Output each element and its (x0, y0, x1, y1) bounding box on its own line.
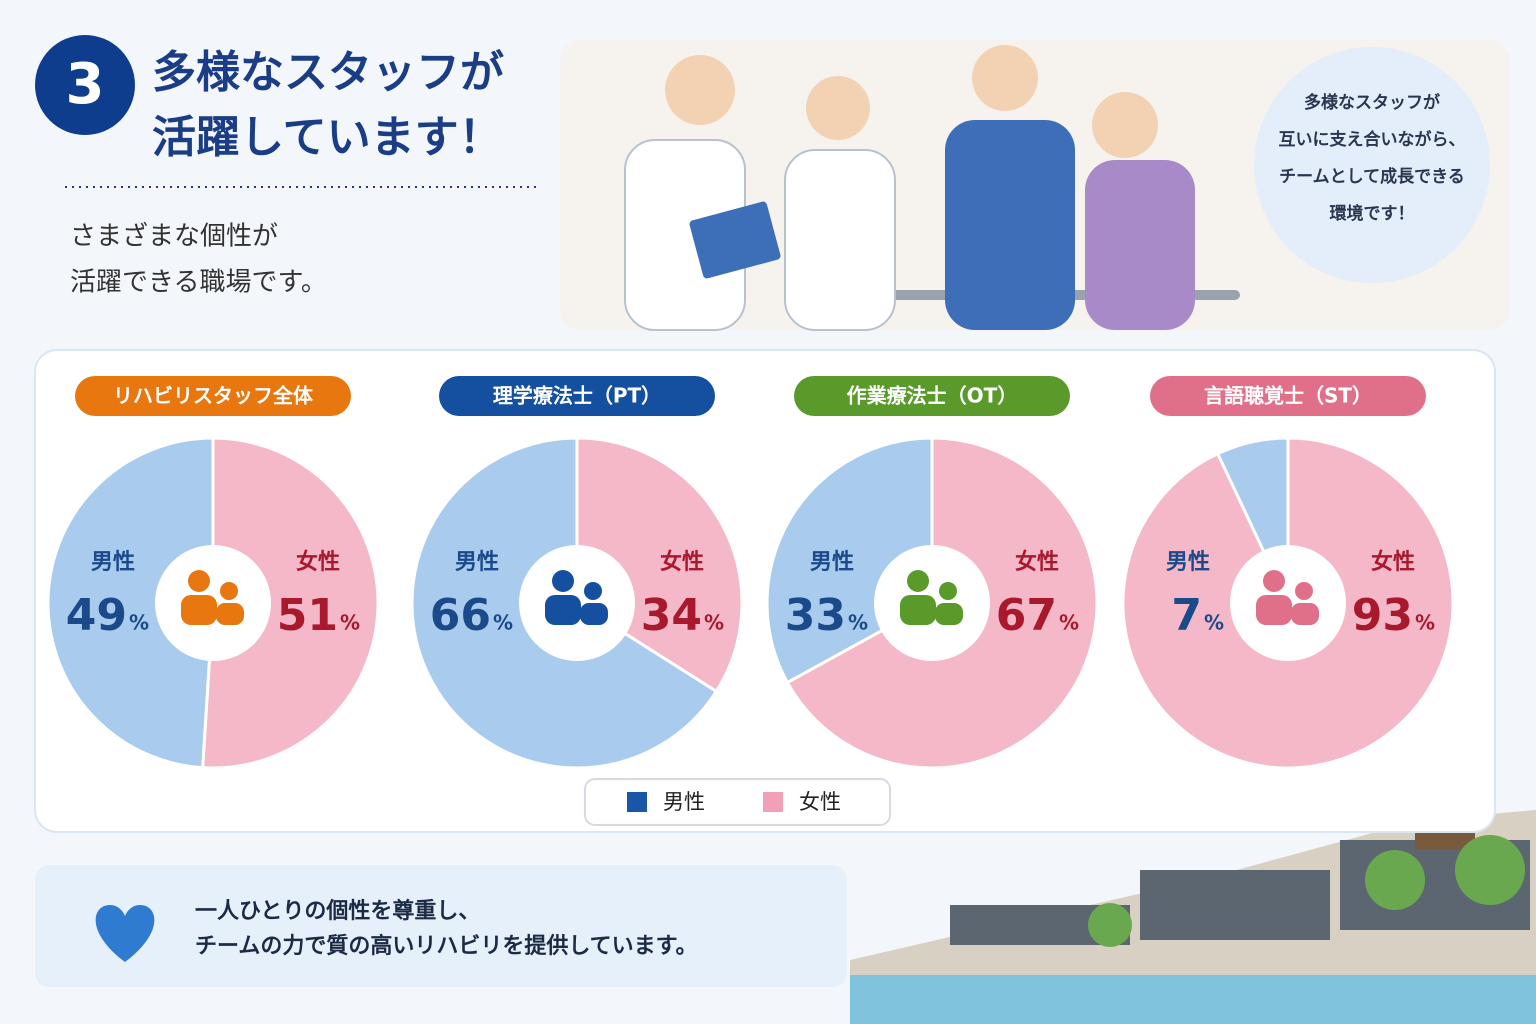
value-label: 93 (1352, 590, 1413, 641)
center-icon (935, 603, 963, 625)
center-icon (580, 603, 608, 625)
category-label: 女性 (660, 549, 704, 575)
bubble-line: 環境です！ (1330, 203, 1415, 224)
chart-title: リハビリスタッフ全体 (113, 384, 314, 408)
bubble-line: 多様なスタッフが (1304, 92, 1440, 113)
center-icon (584, 582, 602, 600)
pie-slice (201, 436, 380, 770)
value-unit: % (848, 611, 868, 635)
category-label: 男性 (810, 550, 854, 575)
category-label: 男性 (91, 550, 135, 575)
value-label: 51 (277, 590, 338, 641)
title-badge (794, 376, 1070, 416)
value-unit: % (129, 611, 149, 635)
value-label: 7 (1171, 590, 1202, 641)
chart-title: 作業療法士（OT） (847, 384, 1018, 408)
center-icon (1295, 582, 1313, 600)
category-label: 女性 (1015, 549, 1059, 575)
title-line: 活躍しています！ (152, 112, 503, 163)
title-line: 多様なスタッフが (152, 47, 504, 98)
footer-line: 一人ひとりの個性を尊重し、 (195, 898, 480, 924)
value-label: 66 (430, 590, 491, 641)
value-unit: % (1204, 611, 1224, 635)
footer-line: チームの力で質の高いリハビリを提供しています。 (195, 933, 697, 959)
section-number: 3 (66, 52, 105, 117)
center-icon (545, 595, 581, 625)
category-label: 男性 (1166, 550, 1210, 575)
value-label: 33 (785, 590, 846, 641)
center-icon (181, 595, 217, 625)
legend: 男性 女性 (627, 790, 841, 814)
value-label: 34 (641, 590, 702, 641)
center-icon (216, 603, 244, 625)
chart-panel (34, 349, 1496, 833)
title-badge (1150, 376, 1426, 416)
center-icon (552, 570, 574, 592)
value-unit: % (493, 611, 513, 635)
center-icon (907, 570, 929, 592)
center-icon (220, 582, 238, 600)
value-label: 67 (996, 590, 1057, 641)
legend-swatch (763, 792, 783, 812)
value-unit: % (1415, 611, 1435, 635)
center-icon (900, 595, 936, 625)
title-badge (75, 376, 351, 416)
category-label: 女性 (1371, 549, 1415, 575)
chart-title: 言語聴覚士（ST） (1204, 384, 1372, 408)
value-unit: % (704, 611, 724, 635)
value-unit: % (1059, 611, 1079, 635)
center-icon (939, 582, 957, 600)
heart-icon (95, 905, 155, 962)
legend-label: 女性 (799, 790, 841, 814)
bubble-line: チームとして成長できる (1279, 166, 1465, 187)
category-label: 男性 (455, 550, 499, 575)
category-label: 女性 (296, 549, 340, 575)
chart-title: 理学療法士（PT） (493, 384, 661, 408)
legend-swatch (627, 792, 647, 812)
center-icon (188, 570, 210, 592)
subtitle-line: 活躍できる職場です。 (70, 268, 327, 298)
bubble-line: 互いに支え合いながら、 (1279, 129, 1466, 150)
footer-box (35, 865, 847, 987)
subtitle-line: さまざまな個性が (70, 222, 278, 252)
center-icon (1256, 595, 1292, 625)
center-icon (1291, 603, 1319, 625)
title-badge (439, 376, 715, 416)
value-label: 49 (66, 590, 127, 641)
legend-label: 男性 (663, 790, 705, 814)
center-icon (1263, 570, 1285, 592)
legend-box (584, 778, 891, 826)
section-badge (35, 35, 135, 135)
value-unit: % (340, 611, 360, 635)
speech-bubble (1254, 47, 1490, 283)
pie-slice (46, 436, 215, 770)
